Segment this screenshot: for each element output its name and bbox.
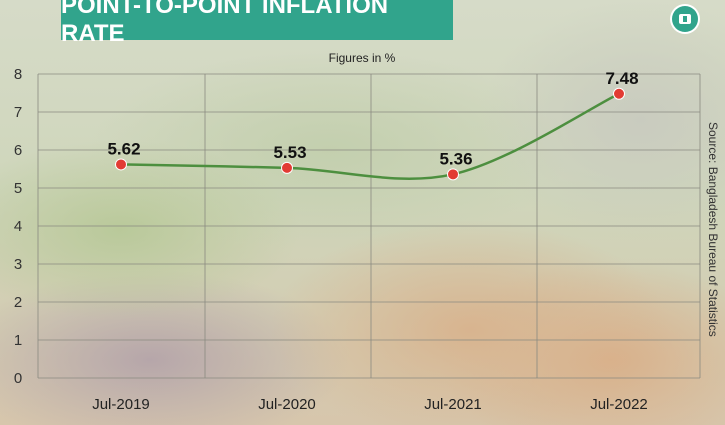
y-tick-label: 0 — [14, 370, 22, 387]
x-tick-label: Jul-2019 — [92, 396, 150, 413]
data-value-label: 7.48 — [605, 69, 638, 88]
x-tick-label: Jul-2022 — [590, 396, 648, 413]
publisher-logo-icon — [670, 4, 700, 34]
x-tick-label: Jul-2020 — [258, 396, 316, 413]
y-tick-label: 3 — [14, 256, 22, 273]
y-tick-label: 2 — [14, 294, 22, 311]
y-axis-tick-labels: 0 1 2 3 4 5 6 7 8 — [14, 66, 22, 387]
y-tick-label: 4 — [14, 218, 22, 235]
data-value-label: 5.36 — [439, 149, 472, 168]
data-point-marker — [447, 168, 459, 181]
gridlines — [37, 73, 701, 379]
data-point-marker — [281, 161, 293, 174]
source-note: Source: Bangladesh Bureau of Statistics — [706, 122, 720, 337]
x-tick-label: Jul-2021 — [424, 396, 482, 413]
logo-mark — [672, 6, 698, 32]
series-line — [120, 92, 620, 180]
y-tick-label: 1 — [14, 332, 22, 349]
y-tick-label: 8 — [14, 66, 22, 83]
data-value-label: 5.62 — [107, 139, 140, 158]
x-axis-tick-labels: Jul-2019 Jul-2020 Jul-2021 Jul-2022 — [92, 396, 648, 413]
chart-subtitle: Figures in % — [329, 51, 396, 65]
data-markers — [115, 87, 625, 181]
y-tick-label: 5 — [14, 180, 22, 197]
y-tick-label: 6 — [14, 142, 22, 159]
y-tick-label: 7 — [14, 104, 22, 121]
data-point-marker — [115, 158, 127, 171]
chart-title: POINT-TO-POINT INFLATION RATE — [61, 0, 389, 47]
title-banner: POINT-TO-POINT INFLATION RATE — [61, 0, 453, 47]
data-point-marker — [613, 87, 625, 100]
data-value-label: 5.53 — [273, 143, 306, 162]
data-labels: 5.62 5.53 5.36 7.48 — [107, 69, 638, 169]
